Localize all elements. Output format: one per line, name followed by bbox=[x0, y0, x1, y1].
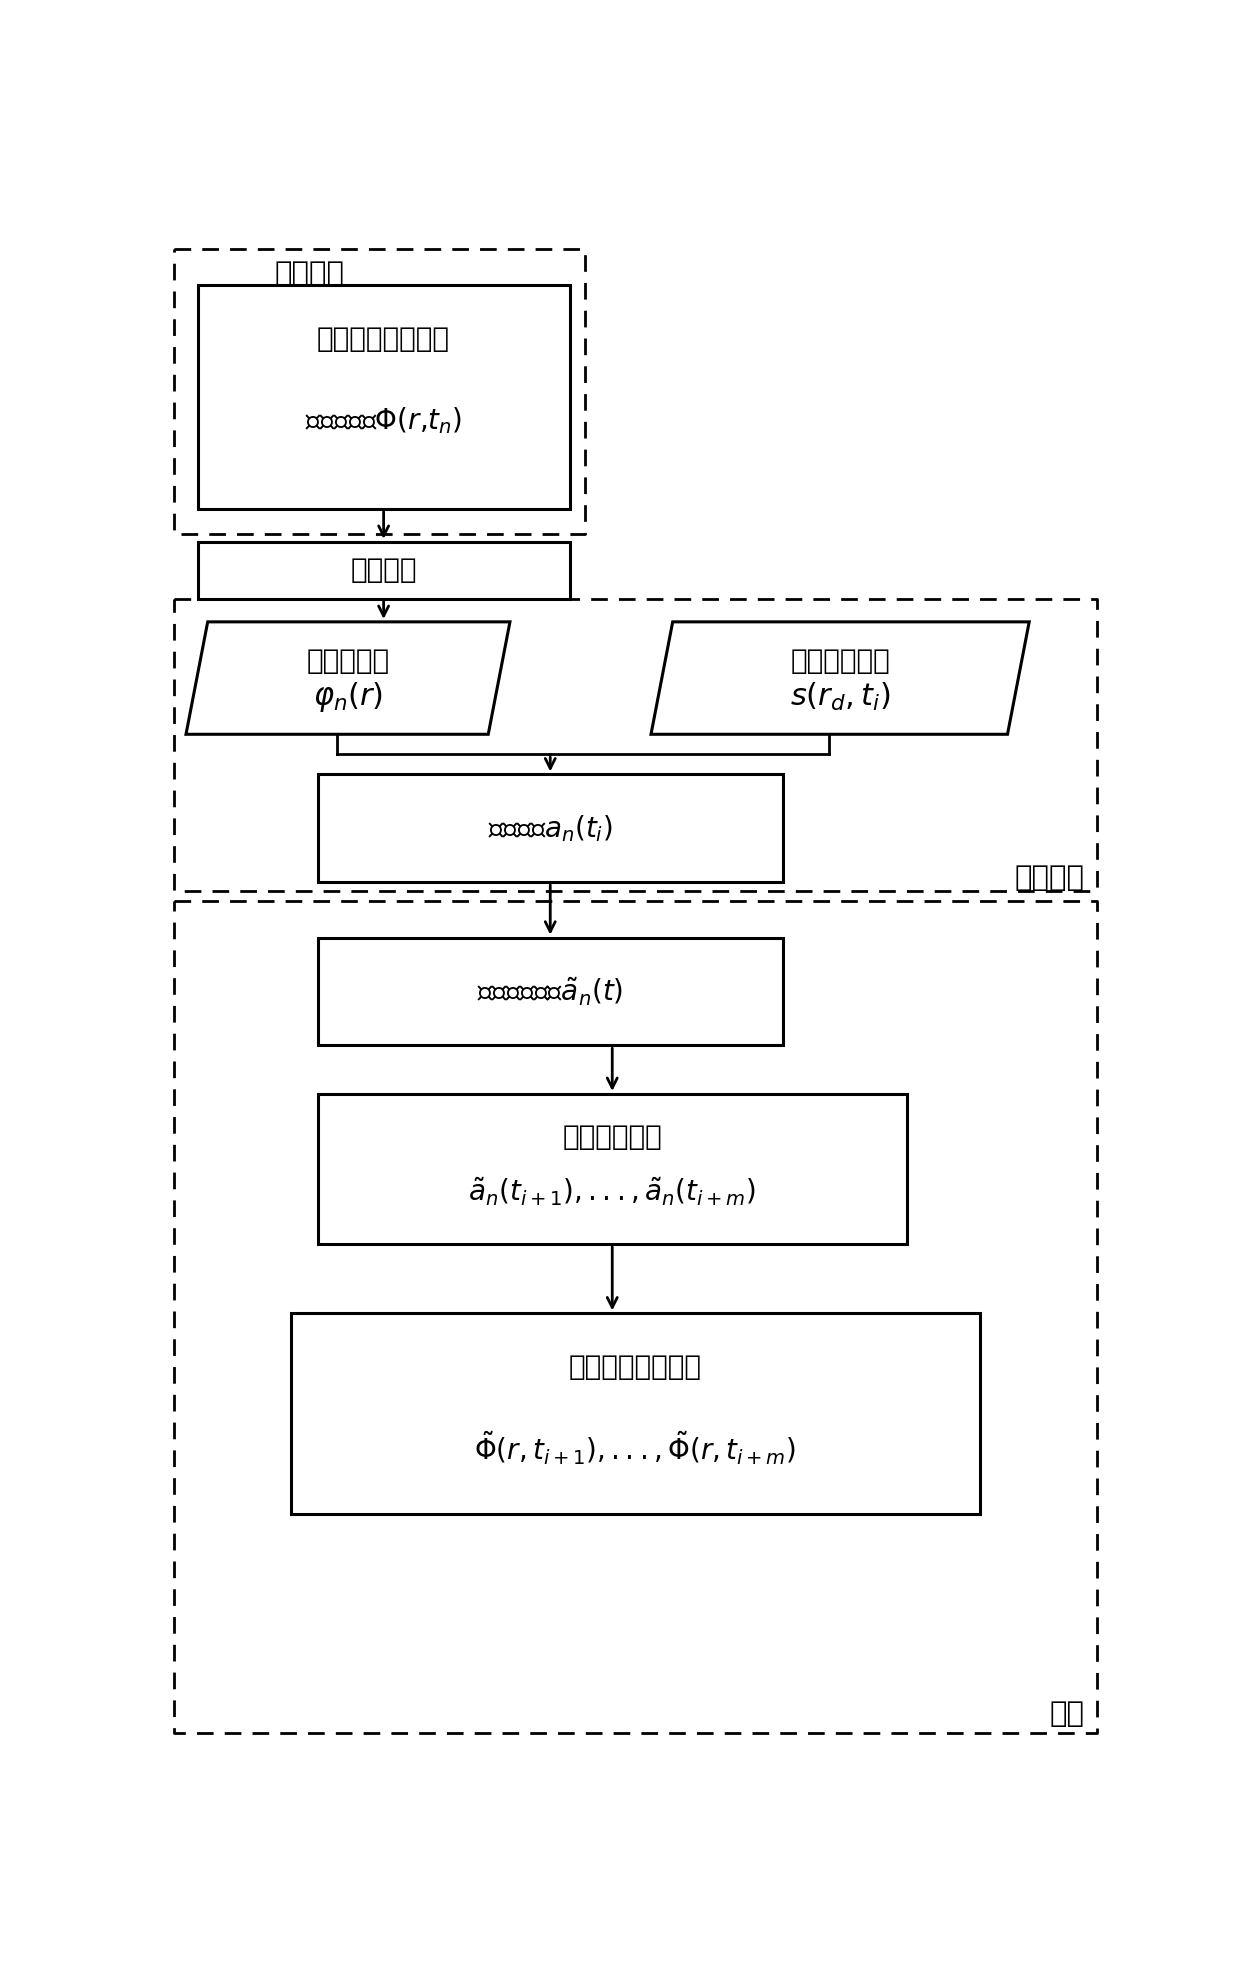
FancyBboxPatch shape bbox=[317, 1094, 906, 1243]
Text: 展开系数拟合$\tilde{a}_n(t)$: 展开系数拟合$\tilde{a}_n(t)$ bbox=[477, 975, 624, 1008]
Polygon shape bbox=[651, 622, 1029, 733]
Text: $s(r_d,t_i)$: $s(r_d,t_i)$ bbox=[790, 680, 890, 714]
Text: 展开基函数: 展开基函数 bbox=[306, 647, 389, 675]
Text: 探测器测量值: 探测器测量值 bbox=[790, 647, 890, 675]
FancyBboxPatch shape bbox=[197, 541, 569, 598]
Text: 提前制备: 提前制备 bbox=[275, 259, 345, 288]
Text: 在线监测: 在线监测 bbox=[1016, 865, 1085, 892]
Text: $\tilde{\Phi}(r,t_{i+1}),...,\tilde{\Phi}(r,t_{i+m})$: $\tilde{\Phi}(r,t_{i+1}),...,\tilde{\Phi… bbox=[475, 1430, 796, 1467]
Text: 正交分解: 正交分解 bbox=[351, 557, 417, 584]
Text: 读取不同堆芯状态: 读取不同堆芯状态 bbox=[317, 326, 450, 353]
FancyBboxPatch shape bbox=[197, 286, 569, 508]
Text: $\tilde{a}_n(t_{i+1}),...,\tilde{a}_n(t_{i+m})$: $\tilde{a}_n(t_{i+1}),...,\tilde{a}_n(t_… bbox=[469, 1177, 756, 1208]
Text: 展开系数$a_n(t_i)$: 展开系数$a_n(t_i)$ bbox=[489, 812, 613, 843]
Polygon shape bbox=[186, 622, 510, 733]
Text: 中子通量预测结果: 中子通量预测结果 bbox=[569, 1353, 702, 1381]
Text: $\varphi_n(r)$: $\varphi_n(r)$ bbox=[312, 680, 383, 714]
FancyBboxPatch shape bbox=[317, 775, 782, 882]
FancyBboxPatch shape bbox=[290, 1314, 981, 1514]
FancyBboxPatch shape bbox=[317, 937, 782, 1045]
Text: 展开系数外推: 展开系数外推 bbox=[563, 1122, 662, 1151]
Text: 的中子通量$\Phi$($r$,$t_n$): 的中子通量$\Phi$($r$,$t_n$) bbox=[305, 404, 463, 435]
Text: 预测: 预测 bbox=[1050, 1700, 1085, 1728]
